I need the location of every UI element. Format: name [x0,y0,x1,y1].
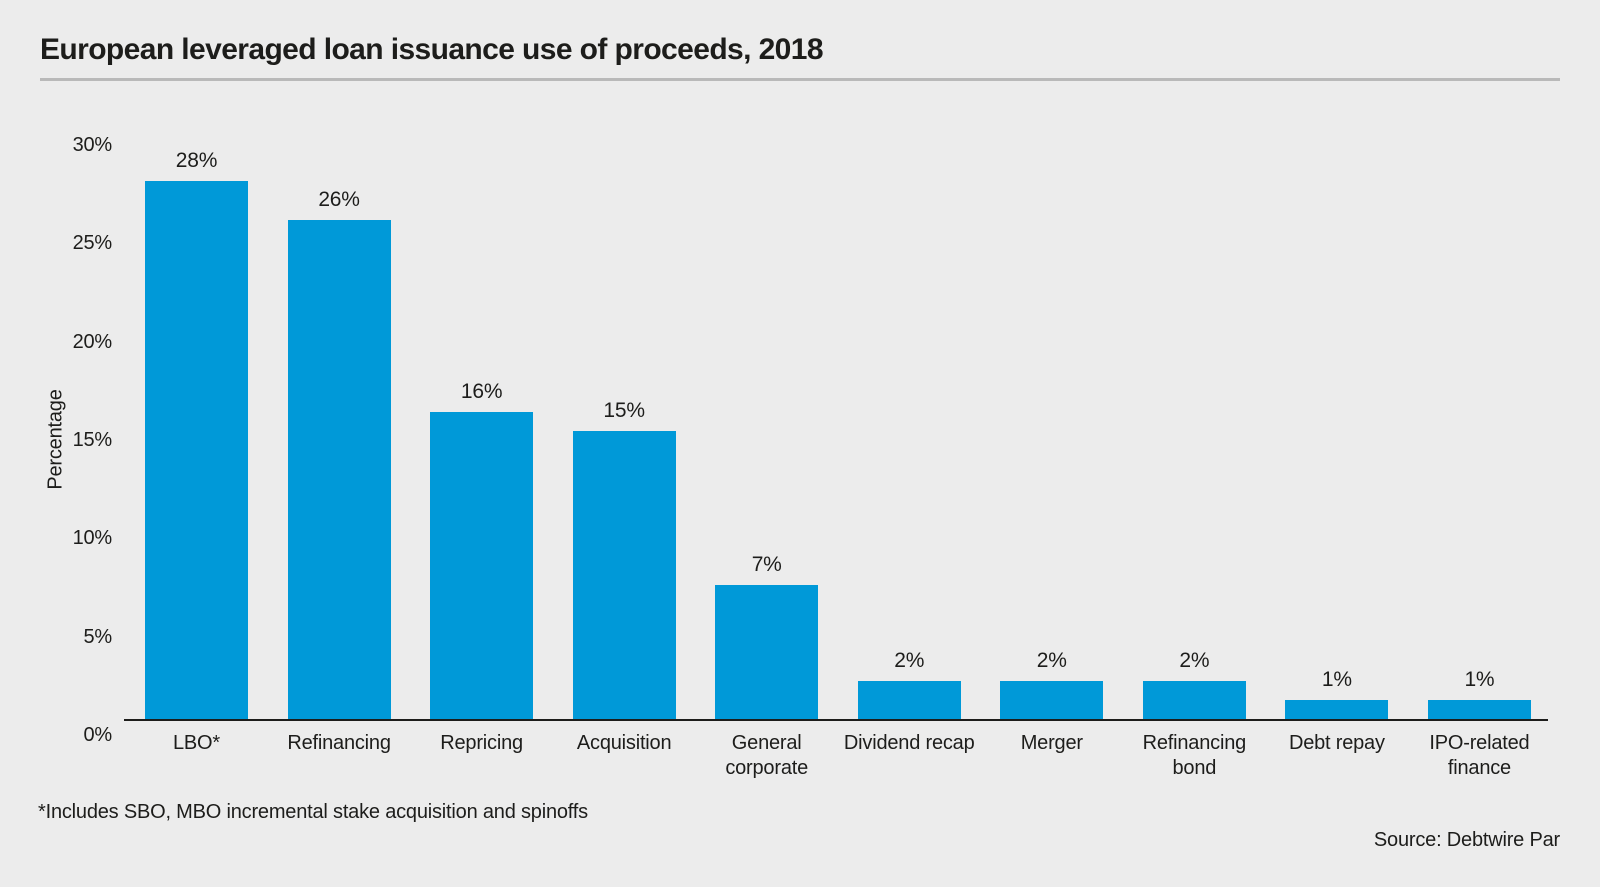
source-credit: Source: Debtwire Par [1373,829,1560,851]
bar-group-general-corporate: 7% General corporate [715,143,819,779]
x-axis-label-repricing: Repricing [440,732,523,754]
bar-acquisition [572,431,676,719]
bar-refinancing [287,220,391,719]
y-tick-label-5: 5% [83,625,112,648]
y-tick-label-25: 25% [72,232,113,255]
bar-group-dividend-recap: 2% Dividend recap [844,143,975,754]
bar-value-label: 28% [175,149,218,172]
y-tick-label-0: 0% [83,724,112,746]
bar-refinancing-bond [1142,681,1246,719]
bar-value-label: 15% [603,399,645,422]
bar-merger [1000,681,1104,719]
chart-title: European leveraged loan issuance use of … [40,33,824,66]
x-axis-label-merger: Merger [1020,732,1083,754]
bar-value-label: 2% [894,649,925,672]
bar-debt-repay [1285,700,1389,719]
y-tick-label-20: 20% [72,330,113,353]
plot-area: 28% LBO* 26% Refinancing 16% Repricing 15% Acqu… [124,143,1548,779]
bar-group-debt-repay: 1% Debt repay [1285,143,1389,754]
x-axis-label-lbo: LBO* [172,732,220,754]
bar-group-refinancing: 26% Refinancing [287,143,391,754]
footnote: *Includes SBO, MBO incremental stake acq… [38,801,588,823]
bar-value-label: 1% [1464,668,1495,691]
bar-value-label: 2% [1179,649,1210,672]
bars-row: 28% LBO* 26% Refinancing 16% Repricing 15% Acqu… [145,143,1531,779]
x-axis-label-debt-repay: Debt repay [1288,732,1385,754]
bar-general-corporate [715,585,819,719]
bar-value-label: 2% [1036,649,1067,672]
bar-group-acquisition: 15% Acquisition [572,143,676,754]
bar-ipo-related-finance [1427,700,1531,719]
bar-dividend-recap [857,681,961,719]
y-tick-label-10: 10% [72,527,113,550]
x-axis-label-refinancing-bond: Refinancing bond [1142,732,1247,779]
bar-value-label: 16% [460,380,503,403]
bar-group-ipo-related-finance: 1% IPO-related finance [1427,143,1531,779]
bar-value-label: 7% [751,553,782,576]
bar-group-repricing: 16% Repricing [430,143,534,754]
x-axis-label-general-corporate: General corporate [725,732,809,779]
bar-value-label: 1% [1321,668,1352,691]
title-divider [40,78,1560,81]
y-tick-label-15: 15% [72,428,113,451]
bar-value-label: 26% [318,188,360,211]
bar-group-merger: 2% Merger [1000,143,1104,754]
y-axis-tick-labels: 0% 5% 10% 15% 20% 25% 30% [0,0,113,887]
bar-lbo [145,181,248,719]
bar-group-lbo: 28% LBO* [145,143,248,754]
bar-group-refinancing-bond: 2% Refinancing bond [1142,143,1247,779]
x-axis-label-refinancing: Refinancing [287,732,391,754]
bar-repricing [430,412,534,719]
x-axis-label-dividend-recap: Dividend recap [843,732,975,754]
y-tick-label-30: 30% [72,133,113,156]
x-axis-label-ipo-related-finance: IPO-related finance [1429,732,1530,779]
x-axis-label-acquisition: Acquisition [576,732,672,754]
